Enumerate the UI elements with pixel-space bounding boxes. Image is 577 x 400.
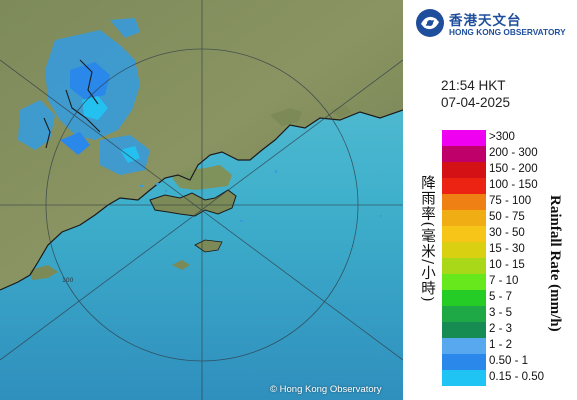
- legend-swatch: [442, 322, 486, 338]
- legend-swatch: [442, 242, 486, 258]
- legend-swatch: [442, 258, 486, 274]
- legend-swatch: [442, 354, 486, 370]
- legend-range: 150 - 200: [489, 163, 538, 175]
- legend-range: 2 - 3: [489, 323, 513, 335]
- info-panel: 香港天文台 HONG KONG OBSERVATORY 21:54 HKT 07…: [403, 0, 577, 400]
- legend-range: >300: [489, 131, 515, 143]
- legend-swatch: [442, 210, 486, 226]
- legend-title-zh: 降雨率(毫米/小時): [419, 175, 435, 303]
- legend-range: 15 - 30: [489, 243, 525, 255]
- logo-name-zh: 香港天文台: [449, 13, 522, 29]
- legend-swatch: [442, 178, 486, 194]
- legend-range: 0.15 - 0.50: [489, 371, 544, 383]
- legend-range: 1 - 2: [489, 339, 513, 351]
- legend-range: 10 - 15: [489, 259, 525, 271]
- radar-map[interactable]: 100 © Hong Kong Observatory: [0, 0, 403, 400]
- legend-swatch: [442, 226, 486, 242]
- legend-title-en: Rainfall Rate (mm/h): [547, 195, 563, 332]
- legend-range: 100 - 150: [489, 179, 538, 191]
- legend-swatch: [442, 274, 486, 290]
- legend-range: 50 - 75: [489, 211, 525, 223]
- legend-swatch: [442, 194, 486, 210]
- hko-logo-icon: [415, 8, 445, 38]
- range-ring-label: 100: [62, 277, 74, 284]
- legend-range: 3 - 5: [489, 307, 513, 319]
- legend-swatch: [442, 146, 486, 162]
- legend-swatch: [442, 370, 486, 386]
- timestamp-time: 21:54 HKT: [441, 78, 506, 93]
- hko-logo[interactable]: 香港天文台 HONG KONG OBSERVATORY: [411, 6, 571, 40]
- timestamp-date: 07-04-2025: [441, 95, 511, 110]
- legend-swatch: [442, 290, 486, 306]
- legend-swatch: [442, 162, 486, 178]
- legend-swatch: [442, 306, 486, 322]
- legend-range: 7 - 10: [489, 275, 519, 287]
- logo-name-en: HONG KONG OBSERVATORY: [449, 27, 566, 37]
- legend-range: 75 - 100: [489, 195, 532, 207]
- legend-range: 30 - 50: [489, 227, 525, 239]
- legend-swatch: [442, 130, 486, 146]
- legend-range: 200 - 300: [489, 147, 538, 159]
- copyright-text: © Hong Kong Observatory: [270, 384, 382, 395]
- legend-range: 0.50 - 1: [489, 355, 528, 367]
- legend-swatch: [442, 338, 486, 354]
- legend-range: 5 - 7: [489, 291, 513, 303]
- radar-map-image: 100: [0, 0, 403, 400]
